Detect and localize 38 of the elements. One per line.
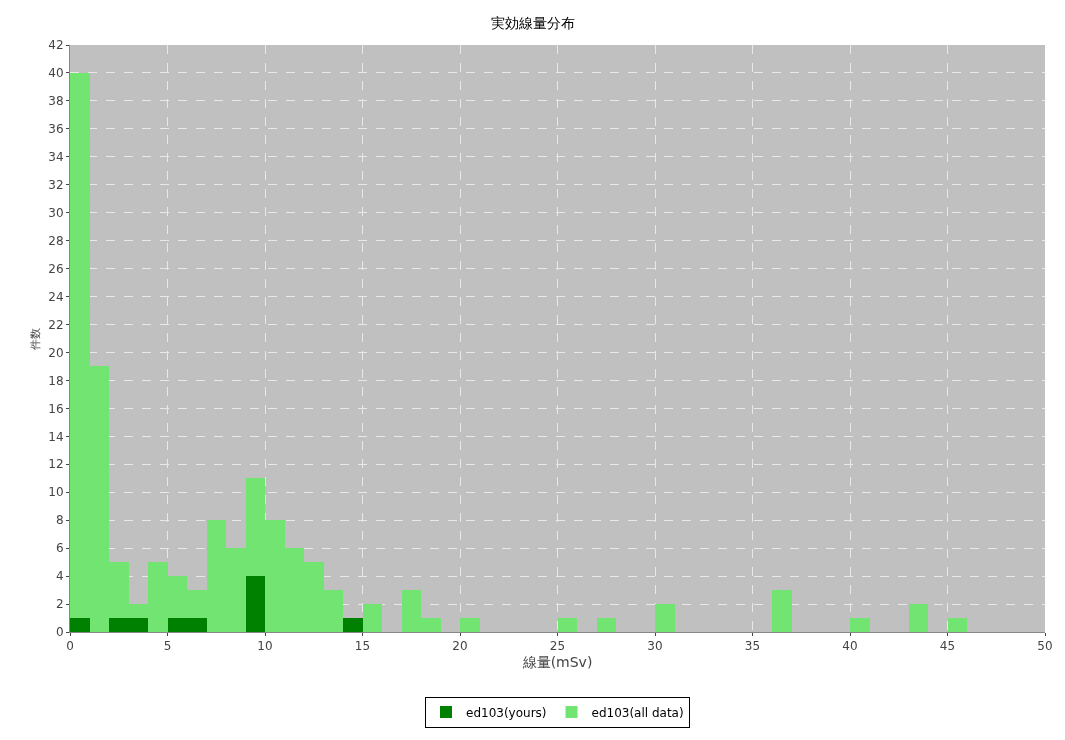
y-tick-label: 10 (48, 485, 64, 500)
x-tick-label: 10 (257, 639, 273, 654)
y-tick-label: 34 (48, 150, 64, 165)
x-tick-label: 45 (939, 639, 956, 654)
y-tick-label: 36 (48, 122, 64, 137)
legend-label: ed103(all data) (591, 705, 684, 720)
x-tick-label: 25 (549, 639, 566, 654)
y-tick-label: 2 (55, 597, 64, 612)
y-tick-label: 24 (48, 289, 64, 304)
y-tick-label: 20 (48, 345, 64, 360)
x-tick-label: 20 (452, 639, 468, 654)
y-tick-label: 8 (55, 513, 64, 528)
y-tick-label: 4 (55, 569, 64, 584)
x-tick-label: 5 (163, 639, 172, 654)
y-tick-label: 22 (48, 317, 64, 332)
y-tick-label: 38 (48, 94, 64, 109)
y-tick-label: 6 (55, 541, 64, 556)
x-tick-label: 15 (354, 639, 371, 654)
y-tick-label: 0 (55, 625, 64, 640)
x-tick-label: 35 (744, 639, 761, 654)
y-tick-label: 40 (48, 66, 64, 81)
y-tick-label: 32 (48, 177, 64, 192)
y-tick-label: 14 (48, 429, 64, 444)
y-tick-label: 18 (48, 373, 64, 388)
y-tick-label: 12 (48, 457, 64, 472)
y-tick-label: 30 (48, 205, 64, 220)
x-tick-label: 50 (1037, 639, 1053, 654)
y-axis-title: 件数 (28, 327, 42, 350)
y-tick-label: 28 (48, 233, 64, 248)
y-tick-label: 16 (48, 401, 64, 416)
x-axis-title: 線量(mSv) (521, 653, 593, 670)
x-tick-label: 40 (842, 639, 858, 654)
legend-label: ed103(yours) (466, 705, 547, 720)
x-tick-label: 30 (647, 639, 663, 654)
y-tick-label: 42 (48, 38, 64, 53)
chart-title: 実効線量分布 (490, 15, 575, 32)
y-tick-label: 26 (48, 261, 64, 276)
x-tick-label: 0 (66, 639, 74, 654)
